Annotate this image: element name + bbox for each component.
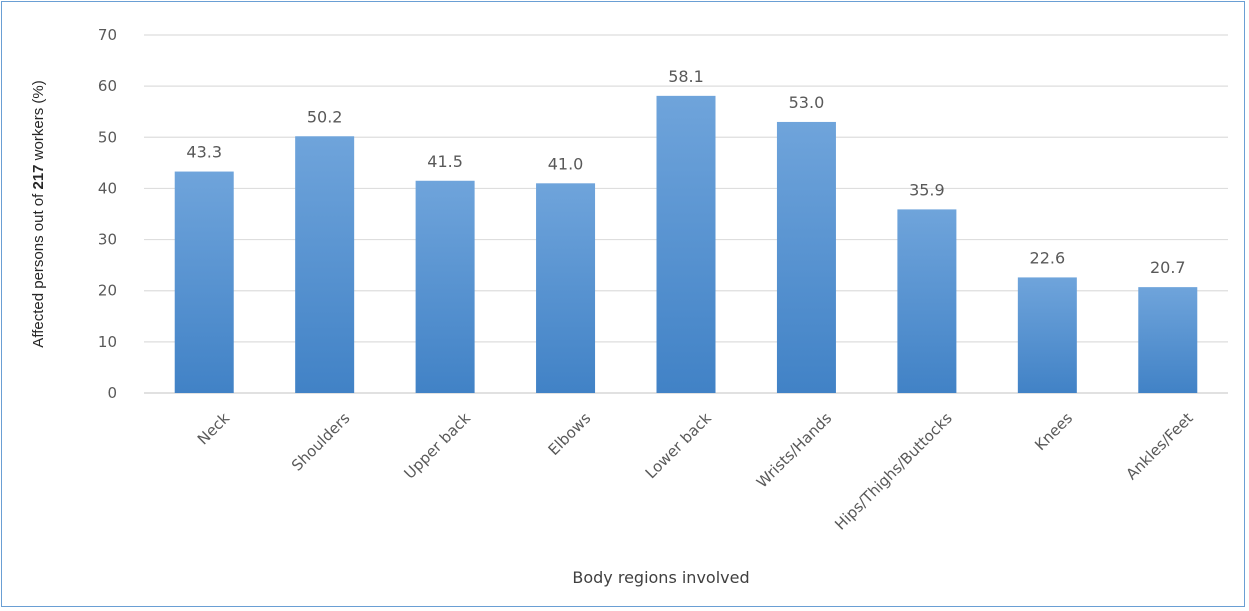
data-label: 35.9 [909,180,945,199]
x-tick-label: Ankles/Feet [1122,409,1196,483]
y-tick-label: 70 [98,26,117,44]
bar-knees [1017,277,1077,393]
y-tick-label: 20 [98,282,117,300]
x-tick-label: Shoulders [288,409,354,475]
bar-upper-back [415,180,475,393]
data-label: 41.0 [548,154,584,173]
y-tick-label: 50 [98,128,117,146]
bar-ankles-feet [1138,287,1198,393]
x-tick-label: Elbows [545,409,595,459]
data-label: 53.0 [789,93,825,112]
data-label: 50.2 [307,107,343,126]
data-label: 41.5 [427,152,463,171]
bar-hips-thighs-buttocks [897,209,957,393]
x-tick-label: Neck [194,409,233,448]
bar-neck [174,171,234,393]
y-axis-ticks: 0 10 20 30 40 50 60 70 [98,26,117,402]
data-label: 20.7 [1150,258,1186,277]
y-tick-label: 0 [107,384,117,402]
x-tick-label: Wrists/Hands [753,409,835,491]
y-tick-label: 40 [98,179,117,197]
bar-lower-back [656,95,716,394]
bars [174,95,1198,394]
y-tick-label: 30 [98,231,117,249]
y-tick-label: 60 [98,77,117,95]
data-labels: 43.3 50.2 41.5 41.0 58.1 53.0 35.9 22.6 20.7 [186,67,1185,277]
x-tick-label: Upper back [401,409,475,483]
bar-shoulders [295,136,355,393]
data-label: 58.1 [668,67,704,86]
y-tick-label: 10 [98,333,117,351]
x-tick-label: Lower back [642,409,715,482]
bar-elbows [536,183,596,393]
x-tick-label: Hips/Thighs/Buttocks [831,409,956,534]
x-axis-categories: Neck Shoulders Upper back Elbows Lower back W… [194,409,1197,534]
x-tick-label: Knees [1031,409,1076,454]
y-axis-title: Affected persons out of 217 workers (%) [30,80,47,347]
x-axis-title: Body regions involved [572,568,749,587]
data-label: 43.3 [186,143,222,162]
bar-wrists-hands [776,121,836,393]
data-label: 22.6 [1030,248,1066,267]
